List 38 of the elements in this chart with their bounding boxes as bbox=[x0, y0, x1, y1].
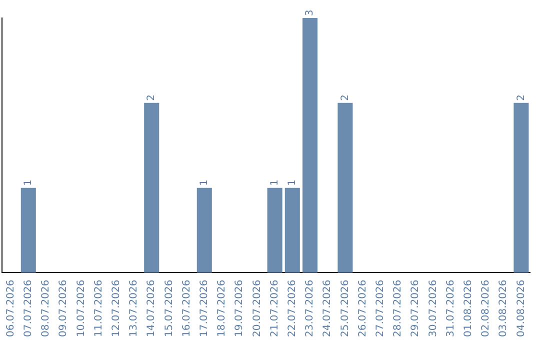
x-tick-label: 30.07.2026 bbox=[428, 280, 439, 338]
x-tick-label: 06.07.2026 bbox=[5, 280, 16, 338]
data-label: 2 bbox=[340, 94, 351, 101]
x-tick-label: 14.07.2026 bbox=[146, 280, 158, 338]
x-tick-label: 29.07.2026 bbox=[410, 280, 422, 338]
x-tick-label: 12.07.2026 bbox=[110, 280, 122, 338]
x-tick-label: 27.07.2026 bbox=[374, 280, 386, 338]
x-tick-label: 25.07.2026 bbox=[340, 280, 351, 338]
x-tick-label: 01.08.2026 bbox=[462, 280, 474, 338]
x-tick-label: 16.07.2026 bbox=[181, 280, 192, 338]
x-tick-label: 07.07.2026 bbox=[22, 280, 34, 338]
x-tick-label: 24.07.2026 bbox=[322, 280, 334, 338]
x-tick-label: 18.07.2026 bbox=[216, 280, 228, 338]
x-tick-label: 17.07.2026 bbox=[198, 280, 210, 338]
x-tick-label: 20.07.2026 bbox=[252, 280, 263, 338]
x-tick-label: 08.07.2026 bbox=[40, 280, 52, 338]
x-tick-label: 19.07.2026 bbox=[234, 280, 246, 338]
data-label: 1 bbox=[22, 179, 34, 186]
data-label: 3 bbox=[304, 10, 316, 16]
x-tick-label: 02.08.2026 bbox=[480, 280, 492, 338]
x-tick-label: 09.07.2026 bbox=[58, 280, 70, 338]
data-label: 2 bbox=[516, 94, 527, 101]
x-tick-label: 31.07.2026 bbox=[445, 280, 456, 338]
x-tick-label: 28.07.2026 bbox=[392, 280, 404, 338]
x-tick-label: 15.07.2026 bbox=[164, 280, 175, 338]
data-label: 1 bbox=[198, 179, 210, 186]
x-tick-label: 10.07.2026 bbox=[76, 280, 87, 338]
data-label: 1 bbox=[269, 179, 280, 186]
x-tick-label: 04.08.2026 bbox=[516, 280, 527, 338]
x-tick-label: 11.07.2026 bbox=[93, 280, 104, 338]
x-tick-label: 26.07.2026 bbox=[357, 280, 368, 338]
x-tick-label: 22.07.2026 bbox=[286, 280, 298, 338]
x-tick-label: 21.07.2026 bbox=[269, 280, 280, 338]
data-label: 2 bbox=[146, 94, 158, 101]
data-label: 1 bbox=[286, 179, 298, 186]
x-tick-label: 23.07.2026 bbox=[304, 280, 316, 338]
x-tick-label: 03.08.2026 bbox=[498, 280, 510, 338]
x-tick-label: 13.07.2026 bbox=[128, 280, 140, 338]
